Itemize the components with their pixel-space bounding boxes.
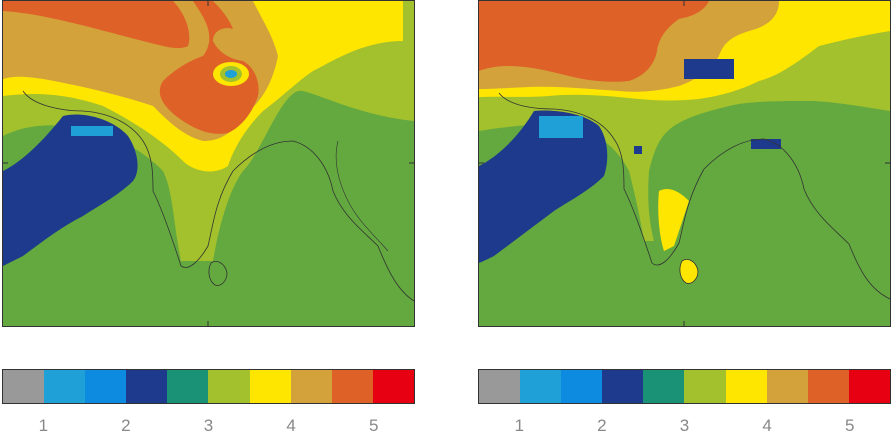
center-feature-blue — [225, 70, 237, 78]
yellow-coastal-strip — [658, 189, 689, 251]
island-outline — [208, 261, 228, 286]
colorbar-tick-label: 2 — [597, 416, 607, 435]
red-orange-region — [479, 1, 709, 82]
light-blue-patch — [539, 116, 583, 138]
coastline — [22, 90, 414, 302]
left-colorbar — [2, 369, 415, 404]
colorbar-tick-label: 2 — [121, 416, 131, 435]
colorbar-swatch — [44, 370, 86, 403]
colorbar-swatch — [249, 370, 291, 403]
colorbar-swatch — [602, 370, 644, 403]
red-orange-region-top — [3, 1, 190, 49]
left-map-svg — [3, 1, 414, 326]
colorbar-swatch — [848, 370, 890, 403]
colorbar-swatch — [208, 370, 250, 403]
island-outline — [679, 259, 699, 284]
colorbar-tick-label: 1 — [38, 416, 49, 435]
colorbar-swatch — [126, 370, 168, 403]
light-blue-patch — [71, 126, 113, 136]
colorbar-swatch — [479, 370, 521, 403]
colorbar-swatch — [372, 370, 414, 403]
colorbar-tick-label: 5 — [368, 416, 379, 435]
colorbar-swatch — [561, 370, 603, 403]
colorbar-tick-label: 3 — [203, 416, 214, 435]
dark-blue-patch-2 — [751, 139, 781, 149]
red-orange-region — [3, 1, 259, 134]
colorbar-tick-label: 3 — [679, 416, 690, 435]
colorbar-swatch — [167, 370, 209, 403]
colorbar-tick-label: 4 — [762, 416, 772, 435]
colorbar-tick-label: 4 — [286, 416, 296, 435]
right-map-svg — [479, 1, 890, 326]
colorbar-tick-label: 1 — [514, 416, 525, 435]
dark-blue-patch — [684, 59, 734, 79]
dark-blue-sea — [479, 110, 608, 263]
colorbar-swatch — [807, 370, 849, 403]
coastline — [498, 92, 890, 300]
dark-blue-sea — [3, 114, 138, 267]
colorbar-swatch — [766, 370, 808, 403]
left-map — [2, 0, 415, 327]
dark-blue-patch-3 — [634, 146, 642, 154]
colorbar-swatch — [85, 370, 127, 403]
colorbar-swatch — [520, 370, 562, 403]
border-line — [335, 140, 389, 252]
right-colorbar — [478, 369, 891, 404]
colorbar-swatch — [290, 370, 332, 403]
colorbar-swatch — [331, 370, 373, 403]
colorbar-swatch — [3, 370, 45, 403]
right-map — [478, 0, 891, 327]
colorbar-swatch — [643, 370, 685, 403]
colorbar-tick-label: 5 — [844, 416, 855, 435]
colorbar-swatch — [725, 370, 767, 403]
colorbar-swatch — [684, 370, 726, 403]
